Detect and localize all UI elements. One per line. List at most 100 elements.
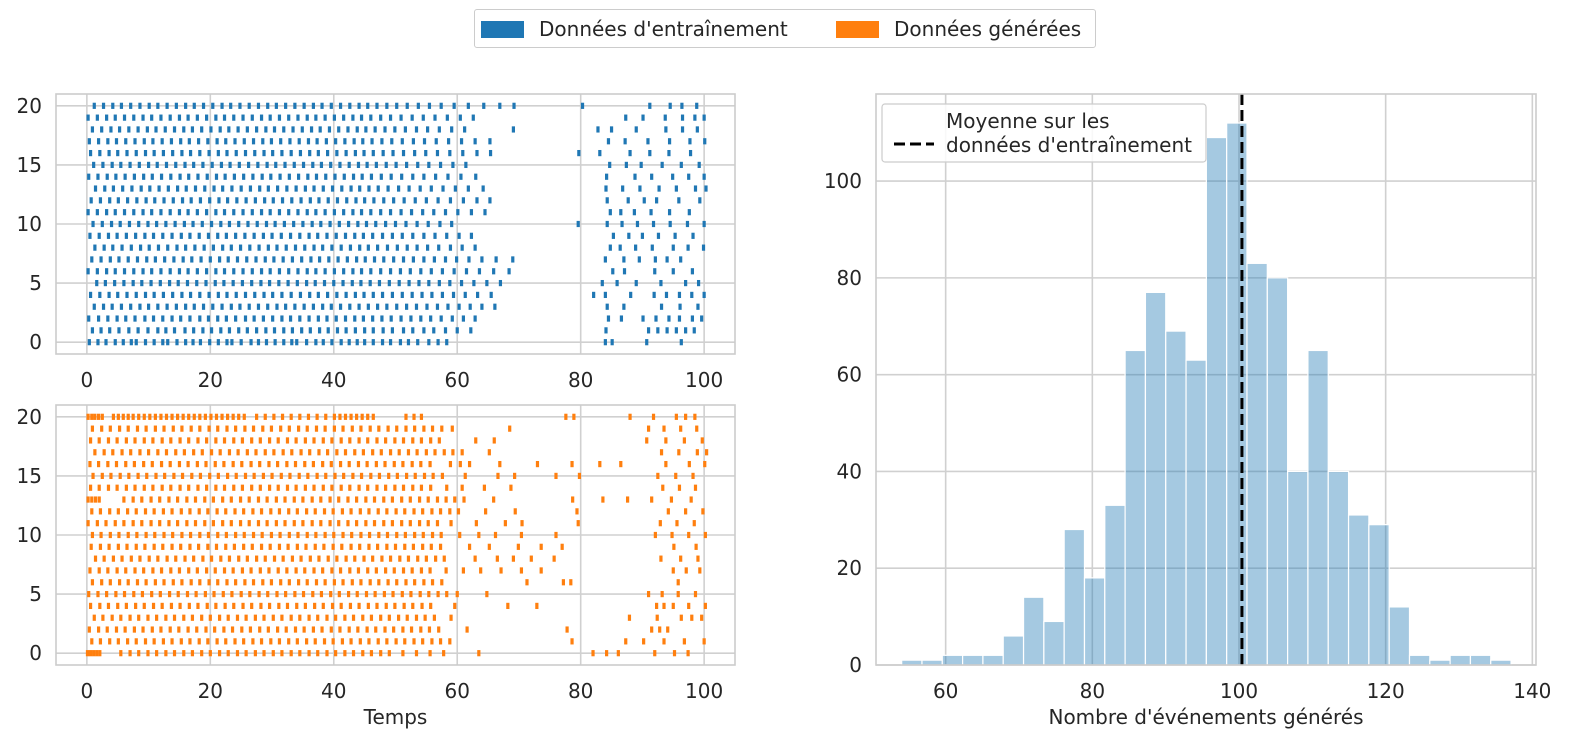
event-mark (359, 279, 363, 287)
event-mark (177, 626, 181, 633)
event-mark (190, 126, 195, 133)
event-mark (140, 590, 145, 598)
event-mark (143, 315, 147, 322)
event-mark (680, 114, 685, 121)
event-mark (413, 579, 417, 586)
event-mark (332, 413, 336, 420)
event-mark (295, 508, 299, 515)
event-mark (190, 256, 194, 263)
histogram-bar (1327, 470, 1350, 666)
event-mark (285, 567, 289, 574)
event-mark (456, 209, 460, 216)
event-mark (460, 244, 464, 251)
event-mark (401, 626, 405, 633)
histogram-bar (1266, 277, 1289, 666)
event-mark (275, 590, 279, 598)
event-mark (313, 543, 317, 550)
event-mark (687, 173, 691, 180)
event-mark (277, 543, 282, 550)
event-mark (111, 185, 116, 192)
event-mark (640, 232, 645, 239)
event-mark (185, 496, 189, 503)
event-mark (272, 126, 277, 133)
event-mark (295, 339, 299, 346)
event-mark (439, 531, 443, 539)
event-mark (132, 268, 136, 275)
event-mark (303, 244, 307, 251)
event-mark (627, 614, 632, 621)
event-mark (403, 638, 407, 645)
event-mark (197, 508, 201, 515)
event-mark (432, 209, 436, 216)
event-mark (625, 496, 630, 503)
event-mark (396, 614, 401, 621)
event-mark (329, 102, 333, 109)
event-mark (411, 437, 415, 444)
event-mark (226, 650, 230, 657)
event-mark (674, 472, 678, 480)
event-mark (442, 650, 446, 657)
event-mark (347, 460, 351, 468)
event-mark (487, 449, 491, 456)
event-mark (188, 531, 193, 539)
event-mark (312, 185, 316, 192)
event-mark (133, 437, 137, 444)
event-mark (311, 102, 315, 109)
event-mark (266, 102, 270, 109)
event-mark (260, 531, 264, 539)
event-mark (190, 650, 195, 657)
event-mark (172, 472, 176, 480)
event-mark (232, 209, 236, 216)
event-mark (129, 303, 133, 310)
event-mark (314, 531, 318, 539)
event-mark (232, 484, 236, 491)
event-mark (183, 161, 187, 169)
event-mark (355, 339, 359, 346)
event-mark (367, 185, 371, 192)
event-mark (132, 626, 136, 633)
event-mark (287, 425, 291, 432)
event-mark (669, 496, 674, 503)
event-mark (251, 138, 256, 145)
event-mark (570, 638, 574, 645)
event-mark (388, 209, 393, 216)
event-mark (119, 650, 123, 657)
event-mark (483, 209, 487, 216)
event-mark (250, 437, 254, 444)
event-mark (410, 114, 414, 121)
event-mark (238, 496, 243, 503)
event-mark (234, 472, 238, 480)
event-mark (361, 315, 365, 322)
event-mark (474, 173, 478, 180)
event-mark (620, 220, 624, 228)
event-mark (181, 256, 185, 263)
event-mark (659, 279, 663, 287)
event-mark (93, 185, 98, 192)
event-mark (389, 315, 393, 322)
event-mark (416, 102, 420, 109)
event-mark (430, 579, 435, 586)
event-mark (108, 579, 112, 586)
event-mark (446, 173, 450, 180)
event-mark (240, 437, 245, 444)
event-mark (125, 149, 129, 157)
event-mark (393, 543, 398, 550)
event-mark (485, 590, 489, 598)
event-mark (280, 413, 285, 420)
event-mark (298, 650, 302, 657)
event-mark (196, 173, 200, 180)
event-mark (271, 197, 275, 204)
event-mark (700, 315, 704, 322)
event-mark (373, 590, 377, 598)
event-mark (275, 244, 279, 251)
event-mark (395, 425, 399, 432)
event-mark (463, 472, 467, 480)
event-mark (322, 508, 327, 515)
event-mark (98, 602, 102, 610)
event-mark (677, 484, 682, 491)
event-mark (225, 291, 229, 299)
event-mark (345, 197, 349, 204)
event-mark (449, 520, 453, 527)
event-mark (410, 460, 414, 468)
event-mark (90, 425, 95, 432)
